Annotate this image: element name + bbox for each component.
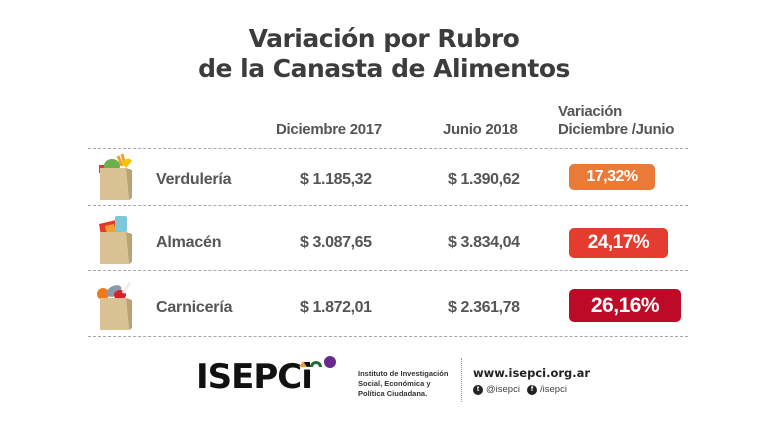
- title-line-1: Variación por Rubro: [248, 24, 520, 53]
- table-row-carniceria: Carnicería $ 1.872,01 $ 2.361,78 26,16%: [0, 276, 768, 336]
- institute-line-1: Instituto de Investigación: [358, 369, 449, 378]
- vegetable-bag-icon: [99, 153, 132, 200]
- header-variation-line1: Variación: [558, 103, 623, 120]
- header-variation-line2: Diciembre /Junio: [558, 121, 675, 138]
- page-title: Variación por Rubro de la Canasta de Ali…: [0, 24, 768, 84]
- institute-name: Instituto de Investigación Social, Econó…: [358, 369, 448, 399]
- value-dec2017: $ 3.087,65: [300, 234, 372, 251]
- variation-badge: 26,16%: [569, 289, 681, 322]
- category-label: Verdulería: [156, 171, 232, 188]
- logo-text: ISEPCi: [196, 357, 313, 397]
- row-divider: [88, 205, 688, 206]
- value-dec2017: $ 1.185,32: [300, 171, 372, 188]
- isepci-logo: ISEPCi: [196, 356, 336, 397]
- meat-bag-icon: [97, 282, 132, 330]
- facebook-icon: f: [527, 384, 537, 395]
- category-label: Almacén: [156, 234, 222, 251]
- grocery-bag-icon: [99, 216, 132, 264]
- value-jun2018: $ 2.361,78: [448, 299, 520, 316]
- variation-badge: 24,17%: [569, 228, 668, 258]
- institute-line-2: Social, Económica y: [358, 379, 431, 388]
- website-link[interactable]: www.isepci.org.ar: [473, 366, 591, 380]
- value-jun2018: $ 1.390,62: [448, 171, 520, 188]
- footer-separator: [461, 358, 462, 402]
- row-divider: [88, 336, 688, 337]
- twitter-handle: @isepci: [486, 384, 520, 395]
- twitter-link[interactable]: t @isepci: [473, 384, 520, 395]
- facebook-link[interactable]: f /isepci: [527, 384, 567, 395]
- value-jun2018: $ 3.834,04: [448, 234, 520, 251]
- twitter-icon: t: [473, 384, 483, 395]
- table-row-almacen: Almacén $ 3.087,65 $ 3.834,04 24,17%: [0, 210, 768, 270]
- row-divider: [88, 148, 688, 149]
- logo-dots-icon: [299, 356, 336, 368]
- category-label: Carnicería: [156, 299, 233, 316]
- value-dec2017: $ 1.872,01: [300, 299, 372, 316]
- table-row-verduleria: Verdulería $ 1.185,32 $ 1.390,62 17,32%: [0, 150, 768, 210]
- header-dec2017: Diciembre 2017: [276, 121, 382, 138]
- title-line-2: de la Canasta de Alimentos: [198, 54, 570, 83]
- header-variation: Variación Diciembre /Junio: [558, 103, 674, 139]
- institute-line-3: Política Ciudadana.: [358, 389, 428, 398]
- row-divider: [88, 270, 688, 271]
- facebook-handle: /isepci: [540, 384, 567, 395]
- variation-badge: 17,32%: [569, 164, 655, 190]
- header-jun2018: Junio 2018: [443, 121, 518, 138]
